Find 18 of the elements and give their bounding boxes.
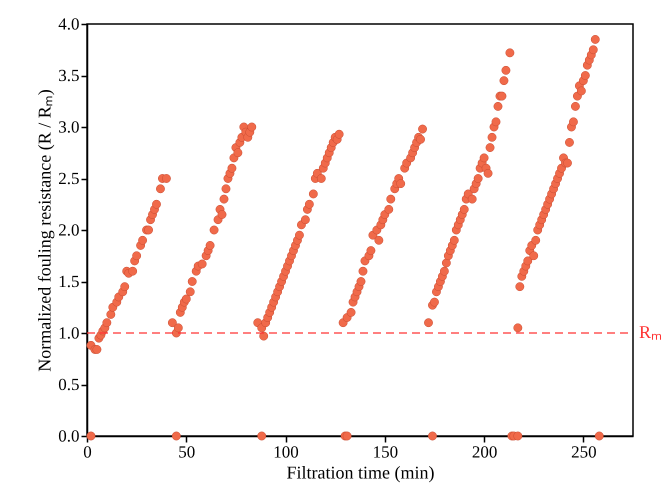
y-tick-label: 4.0 bbox=[58, 14, 80, 34]
y-tick-label: 2.0 bbox=[58, 220, 80, 240]
y-tick-label: 3.0 bbox=[58, 118, 80, 136]
y-tick-label: 1.5 bbox=[58, 272, 80, 291]
x-tick-label: 50 bbox=[178, 442, 196, 462]
x-tick-label: 100 bbox=[273, 442, 299, 462]
y-axis-title: Normalized fouling resistance (R / Rₘ) bbox=[34, 89, 54, 372]
x-axis-title: Filtration time (min) bbox=[286, 462, 434, 482]
x-tick-label: 0 bbox=[83, 442, 92, 462]
x-tick-label: 250 bbox=[571, 442, 597, 462]
ref-line-label: Rₘ bbox=[639, 322, 662, 342]
y-tick-label: 1.0 bbox=[58, 324, 80, 342]
y-tick-label: 0.0 bbox=[58, 426, 80, 446]
y-tick-label: 0.5 bbox=[58, 375, 80, 394]
x-tick-label: 200 bbox=[472, 442, 498, 462]
x-tick-label: 150 bbox=[372, 442, 398, 462]
y-tick-label: 3.5 bbox=[58, 66, 80, 85]
y-tick-label: 2.5 bbox=[58, 169, 80, 188]
